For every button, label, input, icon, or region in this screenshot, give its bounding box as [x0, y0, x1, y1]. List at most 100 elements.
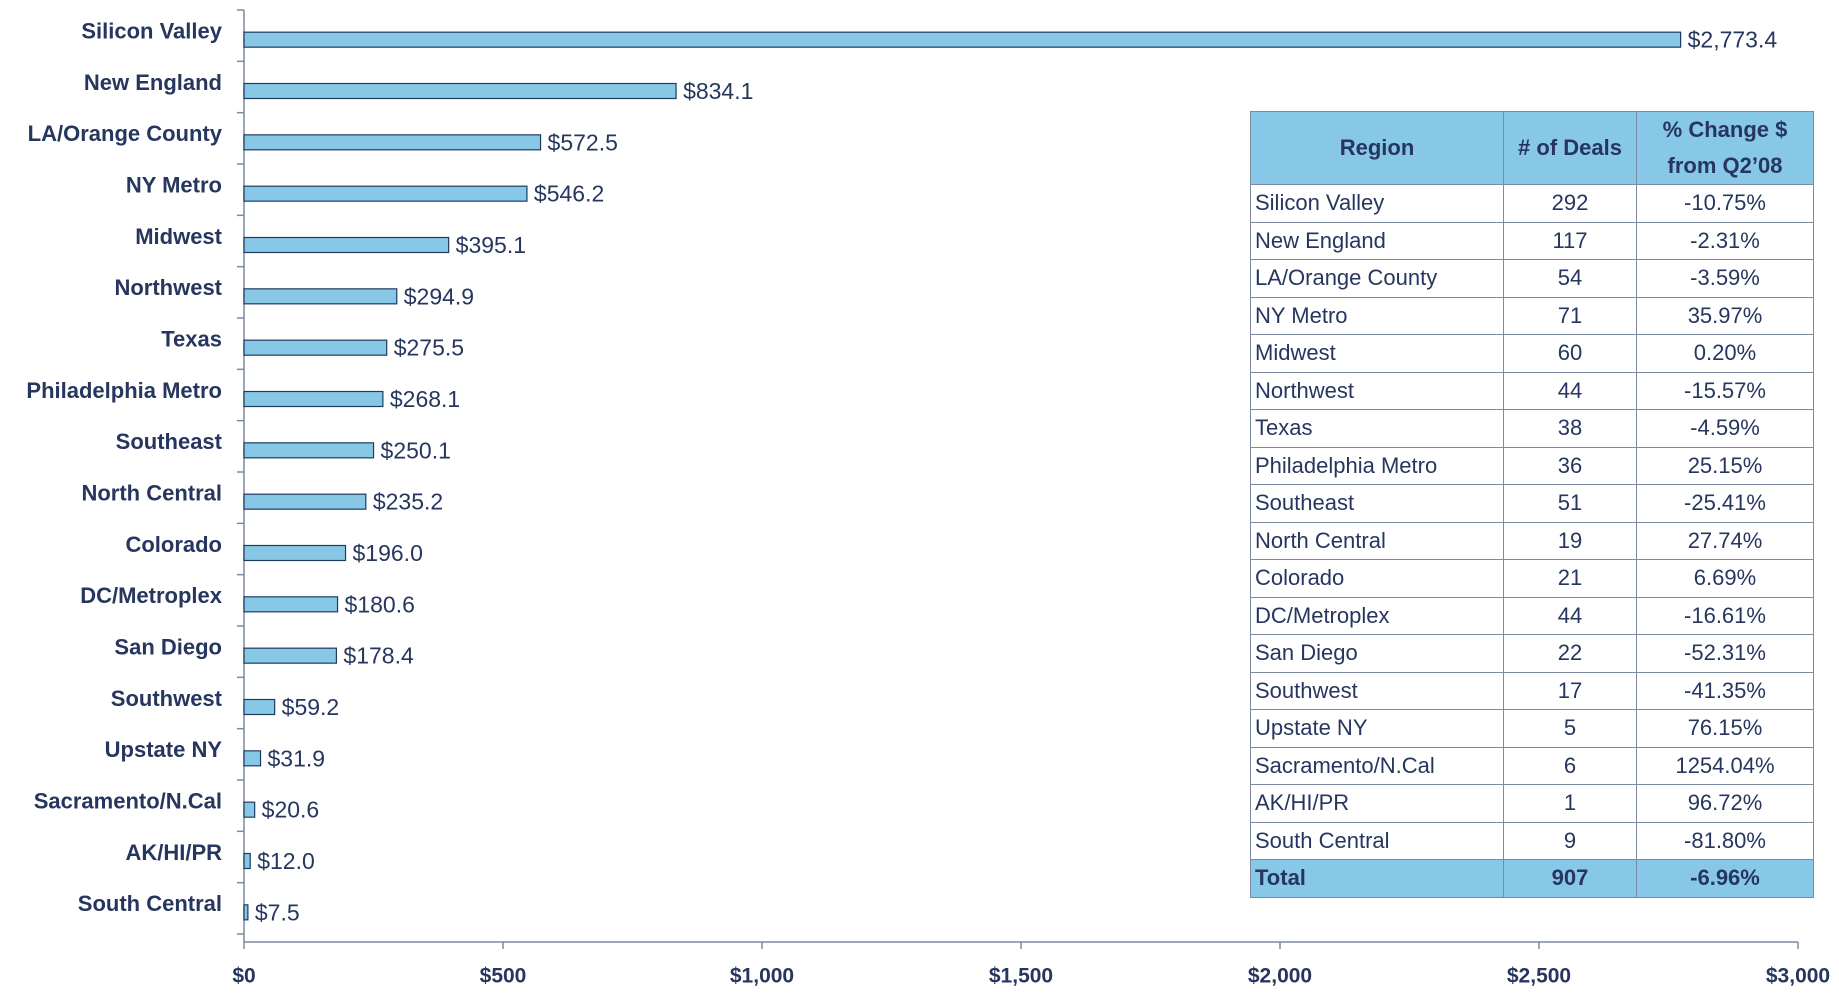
table-cell: Texas	[1250, 409, 1504, 448]
bar	[243, 236, 450, 254]
bar	[243, 750, 262, 767]
table-cell: 96.72%	[1636, 784, 1814, 823]
y-tick-label: Sacramento/N.Cal	[34, 788, 222, 813]
table-cell: -25.41%	[1636, 484, 1814, 523]
table-cell: South Central	[1250, 821, 1504, 860]
bar	[243, 82, 677, 100]
y-tick-label: New England	[84, 70, 222, 95]
value-label: $59.2	[282, 694, 340, 720]
total-cell: 907	[1503, 859, 1637, 898]
bar	[243, 288, 398, 305]
table-cell: 19	[1503, 521, 1637, 560]
table-cell: -10.75%	[1636, 184, 1814, 223]
table-cell: -3.59%	[1636, 259, 1814, 298]
value-label: $546.2	[534, 181, 604, 207]
y-tick-label: AK/HI/PR	[125, 840, 222, 865]
table-cell: 27.74%	[1636, 521, 1814, 560]
table-row: San Diego 22 -52.31%	[1250, 634, 1814, 673]
table-cell: -16.61%	[1636, 596, 1814, 635]
value-label: $20.6	[262, 797, 320, 823]
y-tick-label: Colorado	[125, 532, 222, 557]
value-label: $2,773.4	[1688, 27, 1778, 53]
bar	[243, 904, 249, 921]
y-tick-label: Northwest	[114, 275, 222, 300]
table-cell: Southeast	[1250, 484, 1504, 523]
table-total-row: Total 907 -6.96%	[1250, 859, 1814, 898]
table-row: Upstate NY 5 76.15%	[1250, 709, 1814, 748]
table-cell: Upstate NY	[1250, 709, 1504, 748]
table-row: Midwest 60 0.20%	[1250, 334, 1814, 373]
table-cell: -4.59%	[1636, 409, 1814, 448]
table-cell: 71	[1503, 296, 1637, 335]
y-tick-label: Silicon Valley	[81, 18, 222, 43]
value-label: $7.5	[255, 899, 300, 925]
table-cell: Southwest	[1250, 671, 1504, 710]
table-row: Texas 38 -4.59%	[1250, 409, 1814, 448]
x-tick-label: $1,500	[989, 965, 1053, 988]
table-row: Southwest 17 -41.35%	[1250, 671, 1814, 710]
summary-table: Region # of Deals% Change $ from Q2’08 Sil…	[1250, 111, 1814, 898]
y-tick-label: Philadelphia Metro	[26, 378, 222, 403]
table-cell: 51	[1503, 484, 1637, 523]
value-label: $275.5	[394, 335, 464, 361]
table-header-row: Region # of Deals% Change $ from Q2’08	[1250, 111, 1814, 185]
bar	[243, 647, 338, 664]
bar	[243, 31, 1682, 48]
table-cell: 1254.04%	[1636, 746, 1814, 785]
table-cell: DC/Metroplex	[1250, 596, 1504, 635]
value-label: $178.4	[343, 643, 414, 669]
table-cell: -15.57%	[1636, 371, 1814, 410]
table-cell: -41.35%	[1636, 671, 1814, 710]
table-row: DC/Metroplex 44 -16.61%	[1250, 596, 1814, 635]
table-cell: North Central	[1250, 521, 1504, 560]
table-cell: 117	[1503, 221, 1637, 260]
table-row: New England 117 -2.31%	[1250, 221, 1814, 260]
table-row: South Central 9 -81.80%	[1250, 821, 1814, 860]
table-cell: 0.20%	[1636, 334, 1814, 373]
table-cell: Northwest	[1250, 371, 1504, 410]
x-tick-label: $0	[232, 965, 255, 988]
table-cell: 35.97%	[1636, 296, 1814, 335]
table-cell: Sacramento/N.Cal	[1250, 746, 1504, 785]
total-cell: -6.96%	[1636, 859, 1814, 898]
y-tick-label: NY Metro	[126, 172, 222, 197]
table-row: North Central 19 27.74%	[1250, 521, 1814, 560]
x-tick-label: $3,000	[1766, 965, 1830, 988]
table-cell: 54	[1503, 259, 1637, 298]
table-cell: 44	[1503, 371, 1637, 410]
table-cell: 38	[1503, 409, 1637, 448]
header-cell: # of Deals	[1503, 111, 1637, 185]
x-tick-label: $1,000	[730, 965, 794, 988]
header-cell: Region	[1250, 111, 1504, 185]
bar	[243, 493, 367, 510]
bar	[243, 698, 276, 716]
bar	[243, 390, 384, 408]
bar	[243, 596, 339, 613]
value-label: $250.1	[381, 437, 451, 463]
y-tick-label: South Central	[78, 891, 222, 916]
table-row: Southeast 51 -25.41%	[1250, 484, 1814, 523]
table-cell: New England	[1250, 221, 1504, 260]
table-row: Colorado 21 6.69%	[1250, 559, 1814, 598]
table-row: NY Metro 71 35.97%	[1250, 296, 1814, 335]
table-cell: -81.80%	[1636, 821, 1814, 860]
table-cell: -2.31%	[1636, 221, 1814, 260]
bar	[243, 185, 528, 202]
bar	[243, 339, 388, 356]
y-tick-label: San Diego	[114, 634, 222, 659]
table-cell: 6	[1503, 746, 1637, 785]
value-label: $834.1	[683, 78, 753, 104]
x-tick-label: $500	[480, 965, 527, 988]
y-tick-label: Southeast	[116, 429, 223, 454]
table-cell: 292	[1503, 184, 1637, 223]
y-tick-label: LA/Orange County	[28, 121, 223, 146]
bar	[243, 134, 542, 151]
y-tick-label: Southwest	[111, 686, 223, 711]
table-cell: 76.15%	[1636, 709, 1814, 748]
x-tick-label: $2,500	[1507, 965, 1571, 988]
table-cell: NY Metro	[1250, 296, 1504, 335]
value-label: $268.1	[390, 386, 460, 412]
y-tick-label: Midwest	[135, 224, 222, 249]
